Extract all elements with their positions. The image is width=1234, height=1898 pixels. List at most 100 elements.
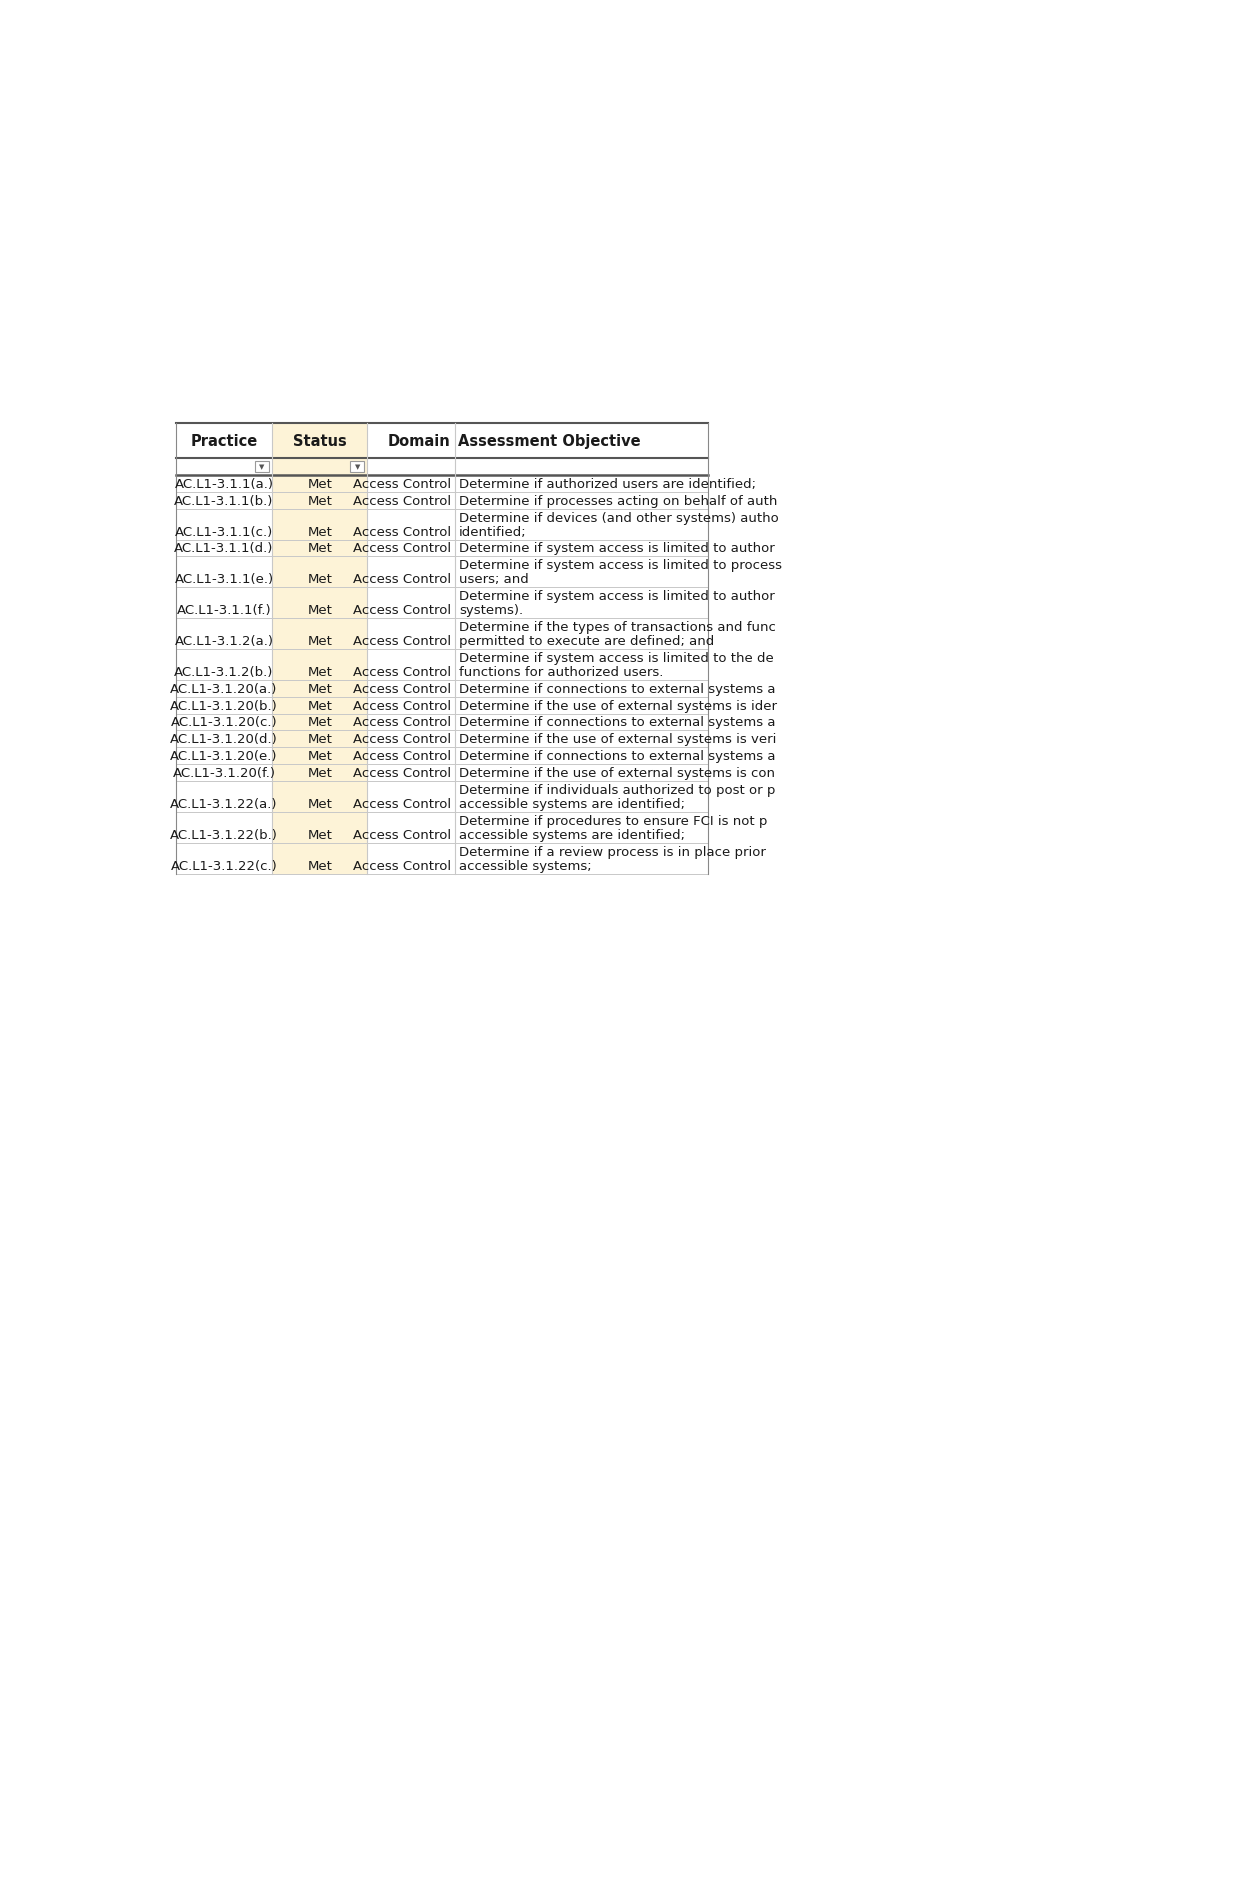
Text: AC.L1-3.1.22(a.): AC.L1-3.1.22(a.)	[170, 797, 278, 810]
Text: Access Control: Access Control	[353, 767, 452, 780]
Bar	[271, 679, 368, 697]
Text: Met: Met	[307, 860, 332, 873]
Bar	[271, 509, 368, 541]
Text: Met: Met	[307, 526, 332, 539]
Text: Determine if the use of external systems is veri: Determine if the use of external systems…	[459, 733, 776, 746]
Text: Access Control: Access Control	[353, 478, 452, 490]
Text: AC.L1-3.1.20(a.): AC.L1-3.1.20(a.)	[170, 681, 278, 695]
Bar	[271, 588, 368, 619]
Text: users; and: users; and	[459, 573, 528, 586]
Text: Determine if system access is limited to the de: Determine if system access is limited to…	[459, 651, 774, 664]
Text: systems).: systems).	[459, 604, 523, 617]
Text: Met: Met	[307, 495, 332, 507]
Text: AC.L1-3.1.2(a.): AC.L1-3.1.2(a.)	[174, 634, 274, 647]
Text: Met: Met	[307, 634, 332, 647]
Bar	[271, 782, 368, 812]
Text: permitted to execute are defined; and: permitted to execute are defined; and	[459, 634, 714, 647]
Text: Assessment Objective: Assessment Objective	[458, 435, 640, 448]
Text: Met: Met	[307, 767, 332, 780]
Text: AC.L1-3.1.20(c.): AC.L1-3.1.20(c.)	[170, 716, 278, 729]
Text: Access Control: Access Control	[353, 495, 452, 507]
Bar	[271, 492, 368, 509]
Text: Met: Met	[307, 604, 332, 617]
Text: Determine if system access is limited to author: Determine if system access is limited to…	[459, 543, 775, 556]
Text: Met: Met	[307, 750, 332, 763]
Bar	[271, 476, 368, 492]
Text: AC.L1-3.1.22(b.): AC.L1-3.1.22(b.)	[170, 829, 278, 841]
Text: Met: Met	[307, 478, 332, 490]
Text: functions for authorized users.: functions for authorized users.	[459, 666, 663, 678]
Bar	[271, 459, 368, 476]
Text: Determine if connections to external systems a: Determine if connections to external sys…	[459, 750, 775, 763]
Bar	[271, 558, 368, 588]
Text: Access Control: Access Control	[353, 829, 452, 841]
Text: Determine if a review process is in place prior: Determine if a review process is in plac…	[459, 845, 766, 858]
Text: Determine if connections to external systems a: Determine if connections to external sys…	[459, 681, 775, 695]
Text: Met: Met	[307, 698, 332, 712]
Text: accessible systems;: accessible systems;	[459, 860, 591, 873]
Text: AC.L1-3.1.20(e.): AC.L1-3.1.20(e.)	[170, 750, 278, 763]
Text: Determine if the use of external systems is con: Determine if the use of external systems…	[459, 767, 775, 780]
Text: Practice: Practice	[190, 435, 258, 448]
Text: accessible systems are identified;: accessible systems are identified;	[459, 797, 685, 810]
Text: Determine if the types of transactions and func: Determine if the types of transactions a…	[459, 621, 776, 634]
Text: Access Control: Access Control	[353, 573, 452, 586]
Text: AC.L1-3.1.1(c.): AC.L1-3.1.1(c.)	[175, 526, 273, 539]
Text: Status: Status	[292, 435, 347, 448]
Text: Access Control: Access Control	[353, 733, 452, 746]
Text: Met: Met	[307, 716, 332, 729]
Text: Determine if processes acting on behalf of auth: Determine if processes acting on behalf …	[459, 495, 777, 507]
Bar	[271, 423, 368, 459]
Text: Access Control: Access Control	[353, 716, 452, 729]
Text: Determine if individuals authorized to post or p: Determine if individuals authorized to p…	[459, 784, 775, 797]
Text: Met: Met	[307, 829, 332, 841]
Bar	[255, 461, 269, 473]
Text: Access Control: Access Control	[353, 666, 452, 678]
Text: Access Control: Access Control	[353, 634, 452, 647]
Text: AC.L1-3.1.2(b.): AC.L1-3.1.2(b.)	[174, 666, 274, 678]
Text: Met: Met	[307, 543, 332, 556]
Text: Determine if system access is limited to author: Determine if system access is limited to…	[459, 590, 775, 604]
Text: AC.L1-3.1.1(b.): AC.L1-3.1.1(b.)	[174, 495, 274, 507]
Text: Access Control: Access Control	[353, 860, 452, 873]
Text: Met: Met	[307, 797, 332, 810]
Text: Met: Met	[307, 573, 332, 586]
Bar	[271, 731, 368, 748]
Bar	[271, 748, 368, 765]
Text: AC.L1-3.1.22(c.): AC.L1-3.1.22(c.)	[170, 860, 278, 873]
Text: accessible systems are identified;: accessible systems are identified;	[459, 829, 685, 841]
Text: Determine if authorized users are identified;: Determine if authorized users are identi…	[459, 478, 755, 490]
Text: ▼: ▼	[259, 465, 264, 471]
Text: AC.L1-3.1.1(d.): AC.L1-3.1.1(d.)	[174, 543, 274, 556]
Bar	[271, 649, 368, 679]
Text: Met: Met	[307, 666, 332, 678]
Bar	[271, 714, 368, 731]
Text: Determine if connections to external systems a: Determine if connections to external sys…	[459, 716, 775, 729]
Text: Access Control: Access Control	[353, 698, 452, 712]
Bar	[271, 619, 368, 649]
Bar	[271, 697, 368, 714]
Text: Access Control: Access Control	[353, 797, 452, 810]
Text: Determine if procedures to ensure FCI is not p: Determine if procedures to ensure FCI is…	[459, 814, 768, 828]
Text: identified;: identified;	[459, 526, 527, 539]
Bar	[271, 765, 368, 782]
Bar	[271, 541, 368, 558]
Text: Access Control: Access Control	[353, 681, 452, 695]
Text: Access Control: Access Control	[353, 526, 452, 539]
Text: ▼: ▼	[354, 465, 360, 471]
Text: AC.L1-3.1.20(d.): AC.L1-3.1.20(d.)	[170, 733, 278, 746]
Text: Domain: Domain	[387, 435, 450, 448]
Bar	[271, 812, 368, 843]
Text: AC.L1-3.1.20(b.): AC.L1-3.1.20(b.)	[170, 698, 278, 712]
Text: Access Control: Access Control	[353, 750, 452, 763]
Text: Determine if system access is limited to process: Determine if system access is limited to…	[459, 560, 782, 571]
Text: Determine if devices (and other systems) autho: Determine if devices (and other systems)…	[459, 511, 779, 524]
Text: Met: Met	[307, 681, 332, 695]
Bar	[350, 461, 364, 473]
Text: Access Control: Access Control	[353, 604, 452, 617]
Text: Access Control: Access Control	[353, 543, 452, 556]
Text: AC.L1-3.1.1(a.): AC.L1-3.1.1(a.)	[174, 478, 274, 490]
Text: Determine if the use of external systems is ider: Determine if the use of external systems…	[459, 698, 777, 712]
Bar	[271, 843, 368, 875]
Text: AC.L1-3.1.1(f.): AC.L1-3.1.1(f.)	[176, 604, 271, 617]
